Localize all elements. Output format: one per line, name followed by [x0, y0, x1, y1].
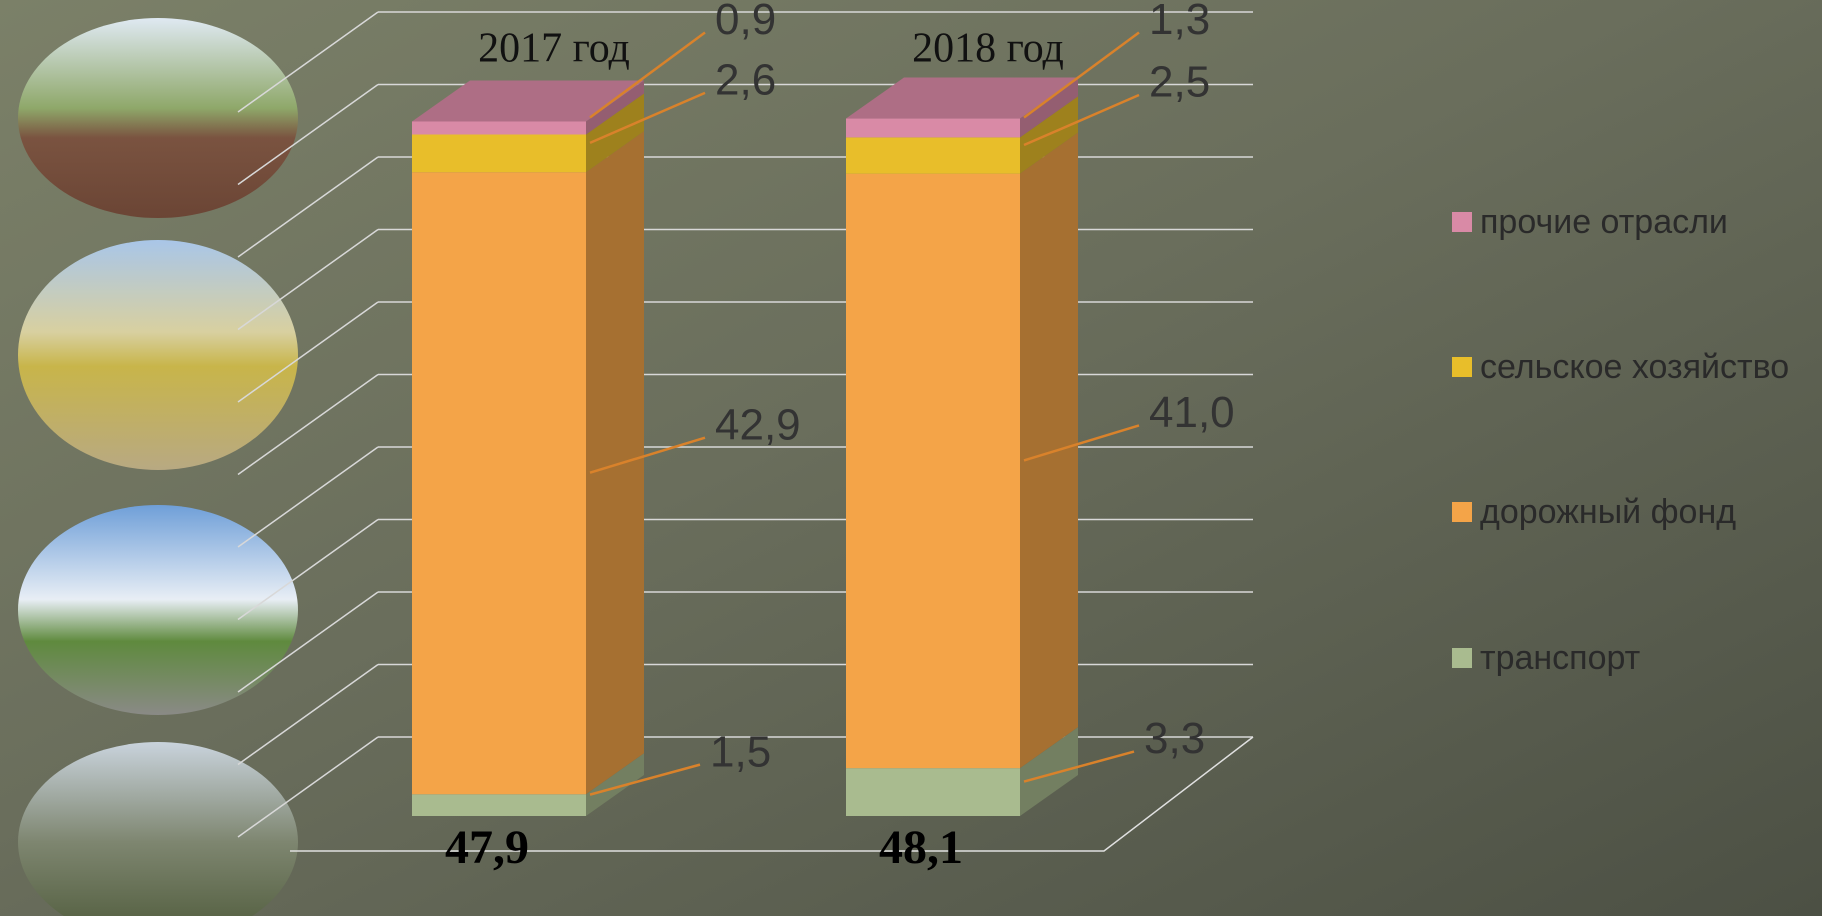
photo-road	[18, 505, 298, 715]
leader-line	[1023, 31, 1140, 119]
leader-line	[589, 91, 706, 144]
legend-swatch	[1452, 212, 1472, 232]
leader-line	[589, 436, 706, 474]
leader-line	[589, 31, 706, 119]
bar-side	[586, 131, 644, 795]
bar	[412, 794, 586, 816]
grid-line-side	[237, 228, 379, 331]
legend-swatch	[1452, 648, 1472, 668]
bar-top	[412, 80, 644, 122]
bar	[846, 768, 1020, 816]
bar	[846, 137, 1020, 174]
grid-line-side	[237, 156, 379, 258]
value-label: 3,3	[1144, 714, 1205, 763]
bar	[846, 118, 1020, 138]
leader-line	[589, 763, 701, 796]
bar-top	[846, 77, 1078, 119]
floor-edge	[290, 736, 1254, 852]
grid-line-side	[237, 518, 379, 621]
bar	[412, 121, 586, 135]
legend-label: сельское хозяйство	[1480, 348, 1789, 386]
value-label: 0,9	[715, 0, 776, 44]
legend-label: прочие отрасли	[1480, 203, 1728, 241]
photo-harvest	[18, 240, 298, 470]
category-label: 2018 год	[912, 26, 1064, 72]
bar-side	[586, 753, 644, 816]
grid-line-side	[237, 11, 379, 113]
bar	[412, 134, 586, 173]
leader-line	[1023, 424, 1140, 462]
bars: 1,5 42,9 2,6 0,9 2017 год 47,9 3,3 41,0 2,5 1,3 20…	[412, 0, 1235, 874]
value-label: 1,3	[1149, 0, 1210, 44]
value-label: 2,6	[715, 55, 776, 104]
legend: прочие отрасли сельское хозяйство дорожный…	[1452, 203, 1789, 677]
bar-side	[586, 80, 644, 135]
category-label: 2017 год	[478, 26, 630, 72]
legend-label: дорожный фонд	[1480, 493, 1736, 531]
grid-line-side	[237, 446, 379, 548]
legend-swatch	[1452, 502, 1472, 522]
total-label: 47,9	[445, 821, 529, 874]
grid-line-side	[237, 373, 379, 476]
leader-line	[1023, 93, 1140, 147]
value-label: 42,9	[715, 400, 801, 449]
photo-bus	[18, 742, 298, 916]
bar	[846, 173, 1020, 769]
bar	[412, 172, 586, 795]
legend-label: транспорт	[1480, 639, 1640, 677]
grid-line-side	[237, 591, 379, 693]
leader-line	[1023, 750, 1135, 783]
grid-line-side	[237, 663, 379, 766]
value-label: 41,0	[1149, 388, 1235, 437]
grid-line-side	[237, 83, 379, 186]
photo-field	[18, 18, 298, 218]
bar-side	[1020, 77, 1078, 138]
total-label: 48,1	[879, 821, 963, 874]
bar-side	[1020, 727, 1078, 816]
bar-side	[1020, 132, 1078, 769]
value-label: 2,5	[1149, 58, 1210, 107]
value-label: 1,5	[710, 727, 771, 776]
grid-line-side	[237, 736, 379, 838]
legend-swatch	[1452, 357, 1472, 377]
grid-line-side	[237, 301, 379, 403]
